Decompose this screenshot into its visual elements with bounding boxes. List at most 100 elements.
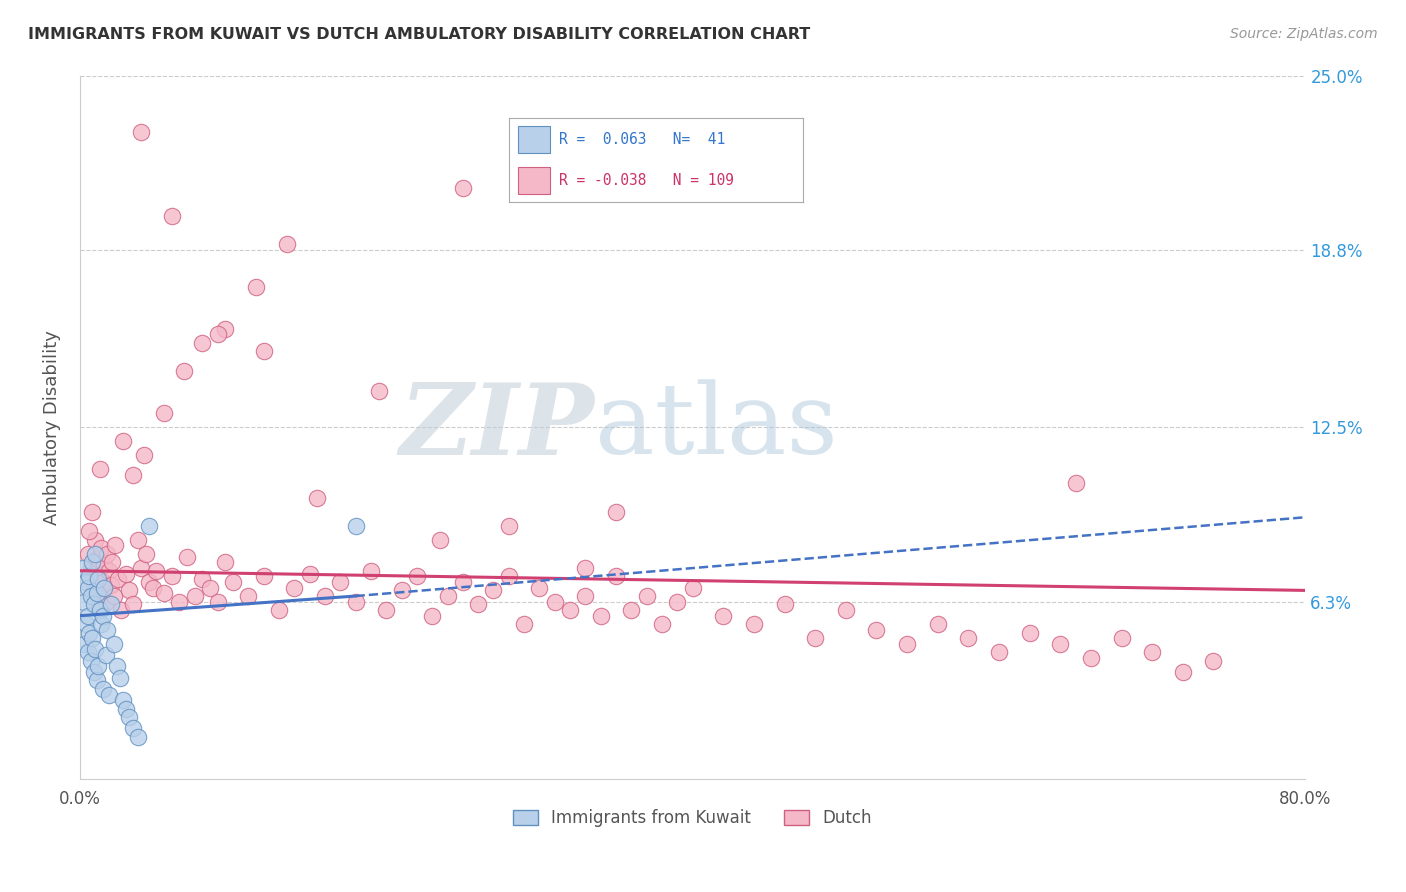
Point xyxy=(436,589,458,603)
Point xyxy=(135,547,157,561)
Point xyxy=(129,125,152,139)
Point xyxy=(153,586,176,600)
Point xyxy=(245,279,267,293)
Point xyxy=(314,589,336,603)
Point xyxy=(108,671,131,685)
Text: IMMIGRANTS FROM KUWAIT VS DUTCH AMBULATORY DISABILITY CORRELATION CHART: IMMIGRANTS FROM KUWAIT VS DUTCH AMBULATO… xyxy=(28,27,810,42)
Point xyxy=(367,384,389,398)
Point xyxy=(100,598,122,612)
Point xyxy=(344,595,367,609)
Point xyxy=(620,603,643,617)
Point xyxy=(101,555,124,569)
Text: ZIP: ZIP xyxy=(399,379,595,475)
Point xyxy=(76,581,98,595)
Point xyxy=(238,589,260,603)
Point xyxy=(82,632,104,646)
Point xyxy=(84,533,107,547)
Point xyxy=(896,637,918,651)
Point xyxy=(104,538,127,552)
Text: atlas: atlas xyxy=(595,379,838,475)
Point xyxy=(169,595,191,609)
Point xyxy=(118,710,141,724)
Point xyxy=(86,673,108,688)
Point xyxy=(91,574,114,589)
Point xyxy=(406,569,429,583)
Point xyxy=(467,598,489,612)
Point xyxy=(76,645,98,659)
Point xyxy=(276,237,298,252)
Point xyxy=(253,344,276,359)
Point xyxy=(391,583,413,598)
Point xyxy=(214,555,236,569)
Point xyxy=(134,448,156,462)
Point xyxy=(329,574,352,589)
Point xyxy=(118,583,141,598)
Point xyxy=(76,547,98,561)
Point xyxy=(96,547,118,561)
Point xyxy=(253,569,276,583)
Point xyxy=(83,598,105,612)
Text: Source: ZipAtlas.com: Source: ZipAtlas.com xyxy=(1230,27,1378,41)
Point xyxy=(73,637,96,651)
Point xyxy=(207,327,229,342)
Point xyxy=(90,617,112,632)
Point xyxy=(98,688,121,702)
Point xyxy=(498,518,520,533)
Point xyxy=(184,589,207,603)
Point xyxy=(87,552,110,566)
Y-axis label: Ambulatory Disability: Ambulatory Disability xyxy=(44,330,60,524)
Point xyxy=(96,623,118,637)
Point xyxy=(574,589,596,603)
Point xyxy=(198,581,221,595)
Point xyxy=(267,603,290,617)
Point xyxy=(605,505,627,519)
Point xyxy=(86,569,108,583)
Point xyxy=(988,645,1011,659)
Legend: Immigrants from Kuwait, Dutch: Immigrants from Kuwait, Dutch xyxy=(506,803,879,834)
Point xyxy=(283,581,305,595)
Point xyxy=(1080,651,1102,665)
Point xyxy=(82,555,104,569)
Point xyxy=(73,595,96,609)
Point xyxy=(420,608,443,623)
Point xyxy=(127,533,149,547)
Point xyxy=(482,583,505,598)
Point xyxy=(93,558,115,573)
Point xyxy=(214,322,236,336)
Point xyxy=(87,659,110,673)
Point xyxy=(529,581,551,595)
Point xyxy=(90,541,112,556)
Point xyxy=(100,578,122,592)
Point xyxy=(84,547,107,561)
Point xyxy=(191,572,214,586)
Point xyxy=(77,625,100,640)
Point xyxy=(111,693,134,707)
Point xyxy=(160,569,183,583)
Point xyxy=(138,518,160,533)
Point xyxy=(103,589,125,603)
Point xyxy=(82,505,104,519)
Point xyxy=(344,518,367,533)
Point xyxy=(173,364,195,378)
Point xyxy=(94,648,117,662)
Point xyxy=(105,659,128,673)
Point xyxy=(742,617,765,632)
Point xyxy=(91,608,114,623)
Point xyxy=(153,406,176,420)
Point xyxy=(122,598,145,612)
Point xyxy=(666,595,689,609)
Point xyxy=(1202,654,1225,668)
Point xyxy=(127,730,149,744)
Point xyxy=(605,569,627,583)
Point xyxy=(1171,665,1194,679)
Point xyxy=(114,701,136,715)
Point xyxy=(957,632,980,646)
Point xyxy=(222,574,245,589)
Point xyxy=(682,581,704,595)
Point xyxy=(307,491,329,505)
Point xyxy=(1064,476,1087,491)
Point xyxy=(87,572,110,586)
Point xyxy=(138,574,160,589)
Point xyxy=(191,335,214,350)
Point xyxy=(79,589,101,603)
